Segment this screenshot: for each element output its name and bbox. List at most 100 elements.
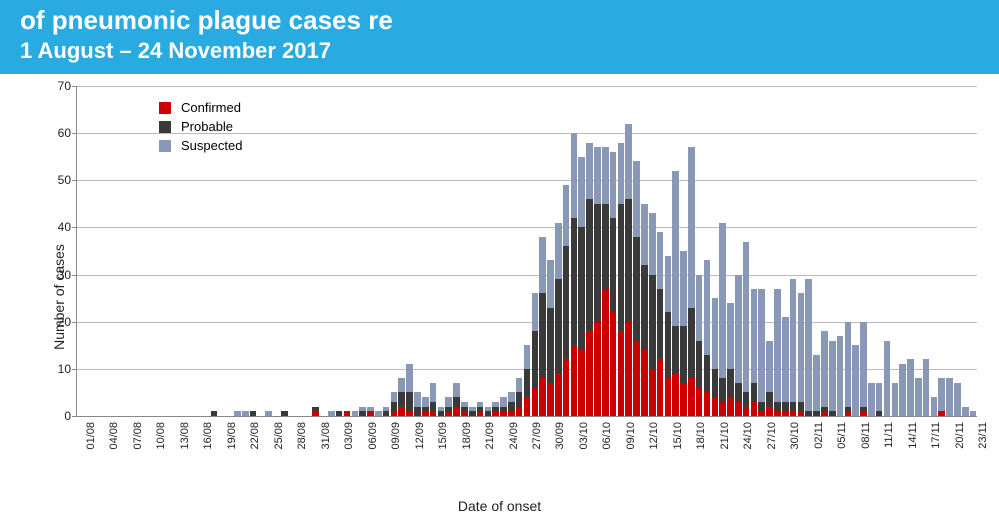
x-tick-label: 17/11 [930,422,942,449]
x-tick-label: 06/10 [601,422,613,450]
bar-seg-probable [469,411,476,416]
y-tick-mark [72,416,77,417]
bar [845,86,852,416]
bar [516,86,523,416]
bar-seg-confirmed [774,411,781,416]
bar [297,86,304,416]
bar-seg-suspected [884,341,891,416]
bar [453,86,460,416]
y-tick-label: 60 [43,126,71,140]
y-tick-label: 10 [43,362,71,376]
x-tick-label: 31/08 [320,422,332,450]
bar [383,86,390,416]
bar-seg-suspected [430,383,437,402]
bar [352,86,359,416]
bar-seg-confirmed [555,374,562,416]
bar [172,86,179,416]
bar-seg-confirmed [578,350,585,416]
bar [78,86,85,416]
x-tick-label: 02/11 [813,422,825,449]
x-tick-label: 18/09 [461,422,473,450]
bar-seg-probable [312,407,319,412]
bar [179,86,186,416]
bar-seg-probable [281,411,288,416]
bar-seg-suspected [727,303,734,369]
bar-seg-suspected [406,364,413,392]
bar [907,86,914,416]
bar [312,86,319,416]
bar-seg-suspected [461,402,468,407]
bar-seg-confirmed [477,411,484,416]
bar [923,86,930,416]
bar [649,86,656,416]
y-tick-mark [72,275,77,276]
bar [539,86,546,416]
bar [305,86,312,416]
y-tick-mark [72,369,77,370]
bar-seg-suspected [500,397,507,406]
y-tick-mark [72,227,77,228]
bar [719,86,726,416]
x-tick-label: 19/08 [226,422,238,450]
bar-seg-confirmed [657,359,664,416]
y-tick-label: 40 [43,220,71,234]
bar-seg-suspected [555,223,562,280]
bar [273,86,280,416]
bar [117,86,124,416]
bar [524,86,531,416]
bar-seg-confirmed [743,407,750,416]
bar-seg-suspected [970,411,977,416]
bar [774,86,781,416]
bar-seg-suspected [766,341,773,393]
bar-seg-confirmed [821,411,828,416]
bar-seg-suspected [532,293,539,331]
bar [586,86,593,416]
bar [211,86,218,416]
bar [892,86,899,416]
bar-seg-probable [532,331,539,388]
bar [430,86,437,416]
bar-seg-confirmed [727,397,734,416]
bar [508,86,515,416]
bar-seg-confirmed [790,411,797,416]
bar-seg-confirmed [688,378,695,416]
x-tick-label: 15/09 [437,422,449,450]
bar-seg-confirmed [680,383,687,416]
bar-seg-probable [758,402,765,411]
page: { "header": { "title_line1": "of pneumon… [0,0,999,522]
bar [101,86,108,416]
y-tick-label: 30 [43,268,71,282]
bar-seg-suspected [571,133,578,218]
bar-seg-suspected [375,411,382,416]
x-tick-label: 30/10 [789,422,801,450]
y-tick-mark [72,180,77,181]
bar-seg-suspected [751,289,758,383]
bar-seg-suspected [367,407,374,412]
bar-seg-confirmed [367,411,374,416]
x-tick-label: 15/10 [672,422,684,450]
bar [727,86,734,416]
bar [594,86,601,416]
bar-seg-probable [571,218,578,345]
bar-seg-probable [813,411,820,416]
bar-seg-probable [406,392,413,411]
bar-seg-probable [453,397,460,406]
bar-seg-probable [461,407,468,412]
bar [344,86,351,416]
bar [203,86,210,416]
bar-seg-confirmed [508,411,515,416]
bar-seg-suspected [547,260,554,307]
bar [265,86,272,416]
bar-seg-suspected [625,124,632,199]
bar-seg-suspected [719,223,726,379]
bar-seg-suspected [688,147,695,307]
bar [915,86,922,416]
bar-seg-probable [735,383,742,402]
bar-seg-suspected [242,411,249,416]
bar-seg-probable [743,392,750,406]
bar-seg-suspected [477,402,484,407]
bar-seg-suspected [453,383,460,397]
bar [884,86,891,416]
bar [571,86,578,416]
bar-seg-confirmed [571,345,578,416]
